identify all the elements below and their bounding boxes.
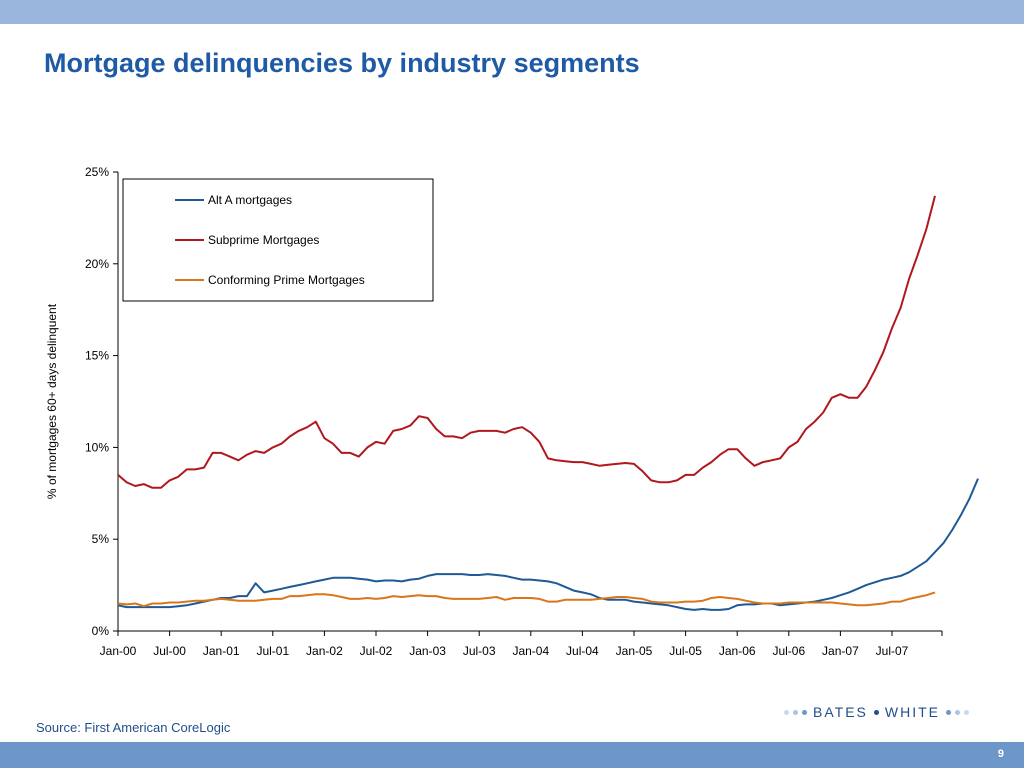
legend-label-2: Conforming Prime Mortgages [208,273,365,287]
x-tick-label: Jul-02 [360,644,393,658]
bates-white-logo: BATES WHITE [784,704,969,720]
x-tick-label: Jan-07 [822,644,859,658]
y-axis-title: % of mortgages 60+ days delinquent [45,303,59,499]
logo-dots-left-icon [784,709,807,715]
logo-separator-dot-icon [873,709,879,715]
page-number: 9 [997,748,1004,760]
x-tick-label: Jul-07 [876,644,909,658]
y-tick-label: 20% [85,257,109,271]
top-band [0,0,1024,24]
x-tick-label: Jan-03 [409,644,446,658]
chart-series-lines [117,195,979,611]
y-tick-label: 25% [85,165,109,179]
y-tick-label: 0% [92,624,110,638]
source-note: Source: First American CoreLogic [36,720,231,735]
legend-box [122,178,434,302]
x-tick-label: Jan-05 [616,644,653,658]
logo-word-white: WHITE [884,704,940,720]
x-tick-label: Jan-06 [719,644,756,658]
bottom-band [0,742,1024,768]
legend-label-1: Subprime Mortgages [208,233,319,247]
chart-axes: 0% 5% 10% 15% 20% 25% Jan-00 Jul-00 Jan-01 Jul-01… [45,165,943,658]
x-tick-label: Jul-00 [153,644,186,658]
legend-label-0: Alt A mortgages [208,193,292,207]
x-tick-label: Jul-06 [772,644,805,658]
chart-legend: Alt A mortgages Subprime Mortgages Conform… [122,178,434,302]
y-tick-label: 10% [85,440,109,454]
x-tick-label: Jan-01 [203,644,240,658]
series-line-0 [117,478,979,611]
x-tick-label: Jul-01 [256,644,289,658]
x-tick-label: Jul-03 [463,644,496,658]
y-tick-label: 5% [92,532,110,546]
slide-title: Mortgage delinquencies by industry segme… [44,48,640,78]
logo-word-bates: BATES [813,704,868,720]
y-tick-label: 15% [85,349,109,363]
x-tick-label: Jan-00 [100,644,137,658]
delinquency-line-chart: 0% 5% 10% 15% 20% 25% Jan-00 Jul-00 Jan-01 Jul-01… [45,165,979,658]
x-tick-label: Jul-05 [669,644,702,658]
x-tick-label: Jan-04 [512,644,549,658]
logo-dots-right-icon [945,709,969,715]
series-line-1 [117,195,936,489]
x-tick-label: Jul-04 [566,644,599,658]
x-tick-label: Jan-02 [306,644,343,658]
series-line-2 [117,591,936,608]
